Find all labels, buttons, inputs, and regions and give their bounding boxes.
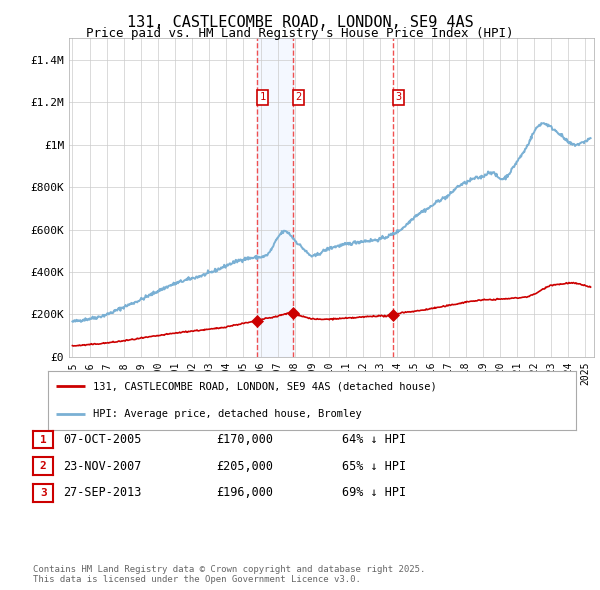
Text: HPI: Average price, detached house, Bromley: HPI: Average price, detached house, Brom… [93, 409, 362, 418]
Text: 3: 3 [395, 92, 402, 102]
Text: 3: 3 [40, 488, 47, 497]
Bar [257, 38, 293, 357]
Text: 1: 1 [40, 435, 47, 444]
Text: Contains HM Land Registry data © Crown copyright and database right 2025.
This d: Contains HM Land Registry data © Crown c… [33, 565, 425, 584]
Text: £196,000: £196,000 [216, 486, 273, 499]
Text: 69% ↓ HPI: 69% ↓ HPI [342, 486, 406, 499]
Text: £205,000: £205,000 [216, 460, 273, 473]
Text: 23-NOV-2007: 23-NOV-2007 [63, 460, 142, 473]
Text: 64% ↓ HPI: 64% ↓ HPI [342, 433, 406, 446]
Text: 65% ↓ HPI: 65% ↓ HPI [342, 460, 406, 473]
Text: 1: 1 [259, 92, 266, 102]
Text: 2: 2 [296, 92, 302, 102]
Text: Price paid vs. HM Land Registry's House Price Index (HPI): Price paid vs. HM Land Registry's House … [86, 27, 514, 40]
Text: 131, CASTLECOMBE ROAD, LONDON, SE9 4AS (detached house): 131, CASTLECOMBE ROAD, LONDON, SE9 4AS (… [93, 382, 437, 391]
Text: 2: 2 [40, 461, 47, 471]
Text: 07-OCT-2005: 07-OCT-2005 [63, 433, 142, 446]
Text: 27-SEP-2013: 27-SEP-2013 [63, 486, 142, 499]
Text: £170,000: £170,000 [216, 433, 273, 446]
Text: 131, CASTLECOMBE ROAD, LONDON, SE9 4AS: 131, CASTLECOMBE ROAD, LONDON, SE9 4AS [127, 15, 473, 30]
